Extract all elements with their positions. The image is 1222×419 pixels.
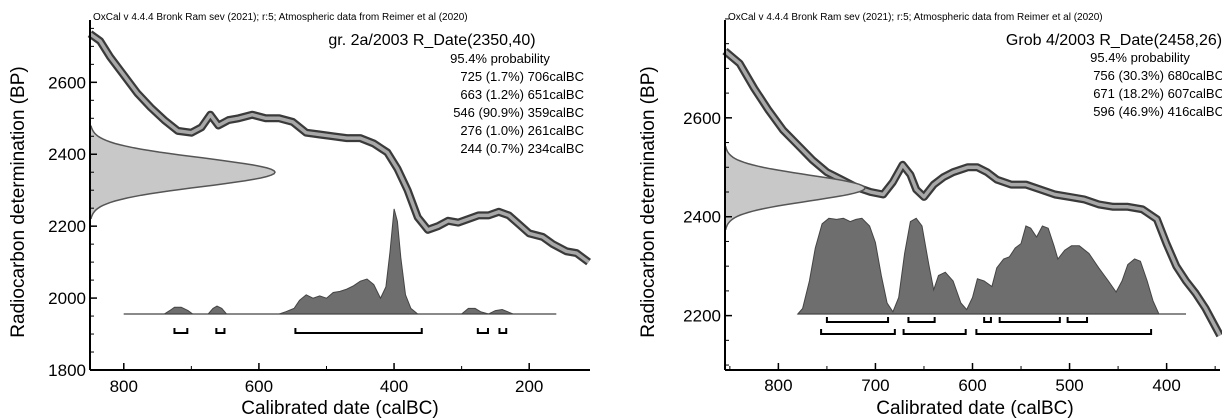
- probability-heading: 95.4% probability: [1090, 50, 1190, 65]
- chart-left: OxCal v 4.4.4 Bronk Ram sev (2021); r:5;…: [8, 12, 591, 419]
- y-tick-label: 2600: [683, 109, 721, 128]
- range-text: 725 (1.7%) 706calBC: [460, 69, 584, 84]
- range-text: 244 (0.7%) 234calBC: [460, 141, 584, 156]
- sample-title: gr. 2a/2003 R_Date(2350,40): [328, 32, 535, 49]
- range-bracket-95: [902, 329, 967, 335]
- x-tick-label: 800: [110, 377, 138, 396]
- range-bracket-68: [998, 317, 1061, 323]
- range-text: 671 (18.2%) 607calBC: [1093, 86, 1222, 101]
- range-bracket-95: [498, 328, 508, 334]
- y-tick-label: 2200: [48, 217, 86, 236]
- oxcal-header: OxCal v 4.4.4 Bronk Ram sev (2021); r:5;…: [728, 12, 1103, 23]
- range-text: 276 (1.0%) 261calBC: [460, 123, 584, 138]
- probability-heading: 95.4% probability: [450, 51, 550, 66]
- range-text: 756 (30.3%) 680calBC: [1093, 68, 1222, 83]
- range-bracket-95: [215, 328, 226, 334]
- measurement-distribution: [89, 125, 276, 220]
- x-tick-label: 800: [764, 376, 792, 395]
- y-axis-label: Radiocarbon determination (BP): [8, 66, 29, 337]
- x-tick-label: 600: [245, 377, 273, 396]
- calibration-curve-band: [88, 32, 590, 264]
- x-axis-label: Calibrated date (calBC): [241, 398, 438, 419]
- calibrated-distribution: [123, 208, 557, 315]
- range-bracket-95: [820, 329, 896, 335]
- range-bracket-68: [1066, 317, 1089, 323]
- range-text: 596 (46.9%) 416calBC: [1093, 104, 1222, 119]
- calibrated-distribution: [796, 217, 1186, 315]
- range-bracket-95: [975, 329, 1153, 335]
- oxcal-header: OxCal v 4.4.4 Bronk Ram sev (2021); r:5;…: [93, 12, 468, 23]
- y-axis-label: Radiocarbon determination (BP): [638, 66, 659, 337]
- x-tick-label: 700: [861, 376, 889, 395]
- y-tick-label: 2000: [48, 289, 86, 308]
- range-text: 546 (90.9%) 359calBC: [453, 105, 584, 120]
- chart-right: OxCal v 4.4.4 Bronk Ram sev (2021); r:5;…: [638, 12, 1222, 419]
- x-tick-label: 400: [380, 377, 408, 396]
- y-tick-label: 1800: [48, 361, 86, 380]
- y-tick-label: 2400: [48, 145, 86, 164]
- range-bracket-68: [825, 317, 890, 323]
- x-tick-label: 600: [958, 376, 986, 395]
- range-bracket-95: [476, 328, 489, 334]
- range-bracket-95: [294, 328, 423, 334]
- y-tick-label: 2200: [683, 307, 721, 326]
- x-tick-label: 500: [1055, 376, 1083, 395]
- x-tick-label: 200: [515, 377, 543, 396]
- sample-title: Grob 4/2003 R_Date(2458,26): [1006, 32, 1222, 49]
- measurement-distribution: [724, 146, 866, 230]
- x-axis-label: Calibrated date (calBC): [876, 398, 1073, 419]
- range-bracket-95: [173, 328, 189, 334]
- range-bracket-68: [907, 317, 936, 323]
- x-tick-label: 400: [1152, 376, 1180, 395]
- range-text: 663 (1.2%) 651calBC: [460, 87, 584, 102]
- calibration-curve-band: [723, 49, 1222, 337]
- range-bracket-68: [983, 317, 992, 323]
- y-tick-label: 2600: [48, 73, 86, 92]
- y-tick-label: 2400: [683, 208, 721, 227]
